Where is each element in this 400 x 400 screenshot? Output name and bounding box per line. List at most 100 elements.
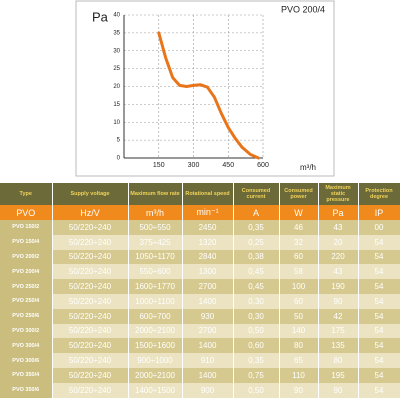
unit-cell: Hz/V (52, 205, 129, 220)
data-cell: 65 (279, 353, 319, 368)
data-cell: 50/220÷240 (52, 249, 129, 265)
x-tick-label: 600 (257, 162, 269, 169)
data-cell: 220 (318, 249, 359, 265)
header-cell: Protection degree (358, 183, 400, 205)
table-row: PVO 200/4 50/220÷240 550÷600 1300 0,45 58 43 54 (0, 264, 400, 280)
table-row: PVO 200/2 50/220÷240 1050÷1170 2840 0,38 60 22… (0, 249, 400, 265)
unit-cell: Pa (318, 205, 359, 220)
data-cell: 54 (358, 249, 400, 265)
data-cell: 1000÷1100 (128, 293, 183, 309)
unit-cell: m³/h (128, 205, 183, 220)
table-row: PVO 300/6 50/220÷240 900÷1000 910 0,35 65 80 54 (0, 353, 400, 368)
data-cell: 910 (182, 353, 234, 368)
y-tick-label: 30 (113, 48, 120, 54)
data-cell: 0,50 (233, 323, 280, 339)
x-tick-label: 450 (222, 162, 234, 169)
table-row: PVO 300/4 50/220÷240 1500÷1600 1400 0,60 80 13… (0, 338, 400, 354)
header-cell: Supply voltage (52, 183, 129, 205)
table-row: PVO 150/2 50/220÷240 500÷550 2450 0,35 46 43 00 (0, 220, 400, 235)
chart-title: PVO 200/4 (281, 4, 325, 14)
type-cell: PVO 250/4 (0, 293, 53, 309)
data-cell: 930 (182, 308, 234, 324)
table-row: PVO 350/4 50/220÷240 2000÷2100 1400 0,75 110 1… (0, 367, 400, 383)
spec-table: Type Supply voltage Maximum flow rate Rotat… (0, 183, 400, 398)
data-cell: 0,45 (233, 279, 280, 294)
data-cell: 54 (358, 338, 400, 354)
data-cell: 1400 (182, 367, 234, 383)
data-cell: 0,35 (233, 220, 280, 235)
data-cell: 50/220÷240 (52, 367, 129, 383)
unit-cell: W (279, 205, 319, 220)
data-cell: 58 (279, 264, 319, 280)
x-tick-label: 300 (188, 162, 200, 169)
unit-cell: IP (358, 205, 400, 220)
type-cell: PVO 150/2 (0, 220, 53, 235)
data-cell: 46 (279, 220, 319, 235)
data-cell: 50/220÷240 (52, 308, 129, 324)
x-axis-label: m³/h (300, 163, 316, 172)
data-cell: 50/220÷240 (52, 293, 129, 309)
data-cell: 54 (358, 234, 400, 250)
table-row: PVO 300/2 50/220÷240 2000÷2100 2700 0,50 140 1… (0, 323, 400, 339)
data-cell: 54 (358, 279, 400, 294)
data-cell: 43 (318, 220, 359, 235)
data-cell: 1050÷1170 (128, 249, 183, 265)
data-cell: 50/220÷240 (52, 220, 129, 235)
data-cell: 90 (318, 293, 359, 309)
data-cell: 600÷700 (128, 308, 183, 324)
data-cell: 2000÷2100 (128, 323, 183, 339)
type-cell: PVO 350/4 (0, 367, 53, 383)
y-tick-label: 35 (113, 30, 120, 36)
data-cell: 54 (358, 353, 400, 368)
data-cell: 54 (358, 293, 400, 309)
data-line (157, 31, 260, 160)
data-cell: 195 (318, 367, 359, 383)
data-cell: 0,45 (233, 264, 280, 280)
data-cell: 54 (358, 264, 400, 280)
data-cell: 90 (279, 382, 319, 398)
table-row: Type Supply voltage Maximum flow rate Rotat… (0, 183, 400, 205)
data-cell: 43 (318, 264, 359, 280)
header-cell: Consumed power (279, 183, 319, 205)
data-cell: 0,75 (233, 367, 280, 383)
data-cell: 190 (318, 279, 359, 294)
data-cell: 20 (318, 234, 359, 250)
y-tick-label: 25 (113, 66, 120, 72)
y-tick-label: 0 (117, 156, 121, 162)
data-cell: 50/220÷240 (52, 279, 129, 294)
data-cell: 54 (358, 367, 400, 383)
data-cell: 50/220÷240 (52, 323, 129, 339)
data-cell: 0,30 (233, 308, 280, 324)
data-cell: 1400 (182, 338, 234, 354)
data-cell: 0,30 (233, 293, 280, 309)
table-row: PVO 250/4 50/220÷240 1000÷1100 1400 0,30 60 90… (0, 293, 400, 309)
header-cell: Type (0, 183, 53, 205)
x-tick-label: 150 (153, 162, 165, 169)
data-cell: 00 (358, 220, 400, 235)
chart-frame (75, 0, 335, 177)
data-cell: 1400÷1500 (128, 382, 183, 398)
y-tick-label: 20 (113, 84, 120, 90)
data-cell: 0,60 (233, 338, 280, 354)
type-cell: PVO 200/2 (0, 249, 53, 265)
header-cell: Rotational speed (182, 183, 234, 205)
type-cell: PVO 300/6 (0, 353, 53, 368)
data-cell: 375÷425 (128, 234, 183, 250)
type-cell: PVO 250/2 (0, 279, 53, 294)
data-cell: 2000÷2100 (128, 367, 183, 383)
data-cell: 135 (318, 338, 359, 354)
data-cell: 54 (358, 323, 400, 339)
data-cell: 100 (279, 279, 319, 294)
data-cell: 42 (318, 308, 359, 324)
data-cell: 175 (318, 323, 359, 339)
header-cell: Maximum static pressure (318, 183, 359, 205)
table-row: PVO Hz/V m³/h min⁻¹ A W Pa IP (0, 205, 400, 220)
data-cell: 60 (279, 249, 319, 265)
y-tick-label: 40 (113, 13, 120, 19)
data-cell: 0,35 (233, 353, 280, 368)
data-cell: 500÷550 (128, 220, 183, 235)
data-cell: 1600÷1770 (128, 279, 183, 294)
y-tick-label: 5 (117, 138, 121, 144)
data-cell: 32 (279, 234, 319, 250)
table-row: PVO 250/2 50/220÷240 1600÷1770 2700 0,45 100 1… (0, 279, 400, 294)
